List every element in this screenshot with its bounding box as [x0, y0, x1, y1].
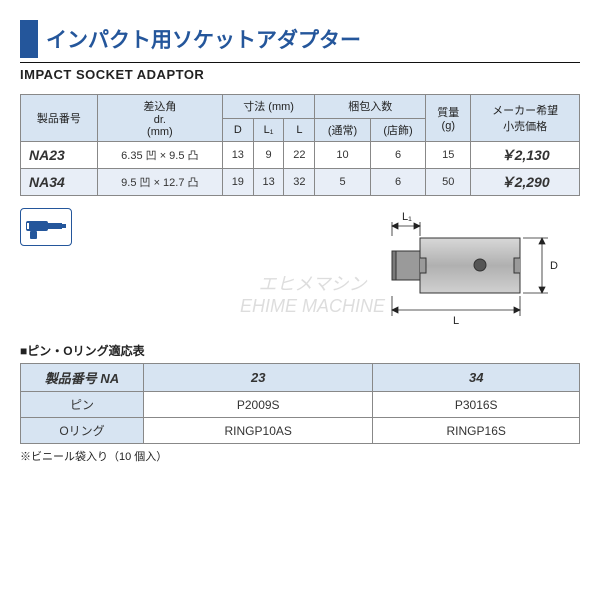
cell-D: 19	[222, 169, 253, 196]
th-pack-group: 梱包入数	[315, 95, 426, 119]
row-label-oring: Oリング	[21, 418, 144, 444]
cell-drive: 9.5 凹 × 12.7 凸	[97, 169, 222, 196]
cell-oring-23: RINGP10AS	[144, 418, 373, 444]
cell-L1: 9	[253, 142, 284, 169]
title-jp: インパクト用ソケットアダプター	[46, 20, 361, 58]
cell-price: ￥2,290	[471, 169, 580, 196]
cell-drive: 6.35 凹 × 9.5 凸	[97, 142, 222, 169]
table-row: Oリング RINGP10AS RINGP16S	[21, 418, 580, 444]
cell-L1: 13	[253, 169, 284, 196]
th-L: L	[284, 118, 315, 142]
dim-label-L1: L₁	[402, 211, 412, 223]
th-drive: 差込角dr.(mm)	[97, 95, 222, 142]
cell-packs: 6	[370, 169, 426, 196]
th-mass: 質量(g)	[426, 95, 471, 142]
cell-model: NA23	[21, 142, 98, 169]
th-pack-normal: (通常)	[315, 118, 371, 142]
compat-title: ■ピン・Oリング適応表	[20, 342, 580, 359]
cell-packn: 10	[315, 142, 371, 169]
cell-D: 13	[222, 142, 253, 169]
cell-mass: 15	[426, 142, 471, 169]
compat-table: 製品番号 NA 23 34 ピン P2009S P3016S Oリング RING…	[20, 363, 580, 444]
th-compat-model: 製品番号 NA	[21, 364, 144, 392]
title-accent-bar	[20, 20, 38, 58]
cell-mass: 50	[426, 169, 471, 196]
title-underline	[20, 62, 580, 63]
th-model: 製品番号	[21, 95, 98, 142]
th-D: D	[222, 118, 253, 142]
table-row: NA34 9.5 凹 × 12.7 凸 19 13 32 5 6 50 ￥2,2…	[21, 169, 580, 196]
cell-pin-23: P2009S	[144, 392, 373, 418]
cell-L: 32	[284, 169, 315, 196]
title-header: インパクト用ソケットアダプター	[20, 20, 580, 58]
th-compat-23: 23	[144, 364, 373, 392]
cell-packn: 5	[315, 169, 371, 196]
th-price: メーカー希望小売価格	[471, 95, 580, 142]
dim-label-L: L	[453, 315, 459, 327]
impact-wrench-icon	[20, 208, 72, 246]
cell-L: 22	[284, 142, 315, 169]
spec-table: 製品番号 差込角dr.(mm) 寸法 (mm) 梱包入数 質量(g) メーカー希…	[20, 94, 580, 196]
row-label-pin: ピン	[21, 392, 144, 418]
table-row: NA23 6.35 凹 × 9.5 凸 13 9 22 10 6 15 ￥2,1…	[21, 142, 580, 169]
th-dim-group: 寸法 (mm)	[222, 95, 314, 119]
th-L1: L₁	[253, 118, 284, 142]
cell-pin-34: P3016S	[373, 392, 580, 418]
cell-oring-34: RINGP16S	[373, 418, 580, 444]
table-row: ピン P2009S P3016S	[21, 392, 580, 418]
cell-packs: 6	[370, 142, 426, 169]
th-pack-shop: (店飾)	[370, 118, 426, 142]
th-compat-34: 34	[373, 364, 580, 392]
footnote: ※ビニール袋入り（10 個入）	[20, 448, 580, 464]
cell-price: ￥2,130	[471, 142, 580, 169]
title-en: IMPACT SOCKET ADAPTOR	[20, 67, 580, 82]
cell-model: NA34	[21, 169, 98, 196]
dimension-diagram: L₁ L D	[102, 208, 580, 328]
dim-label-D: D	[550, 260, 558, 272]
